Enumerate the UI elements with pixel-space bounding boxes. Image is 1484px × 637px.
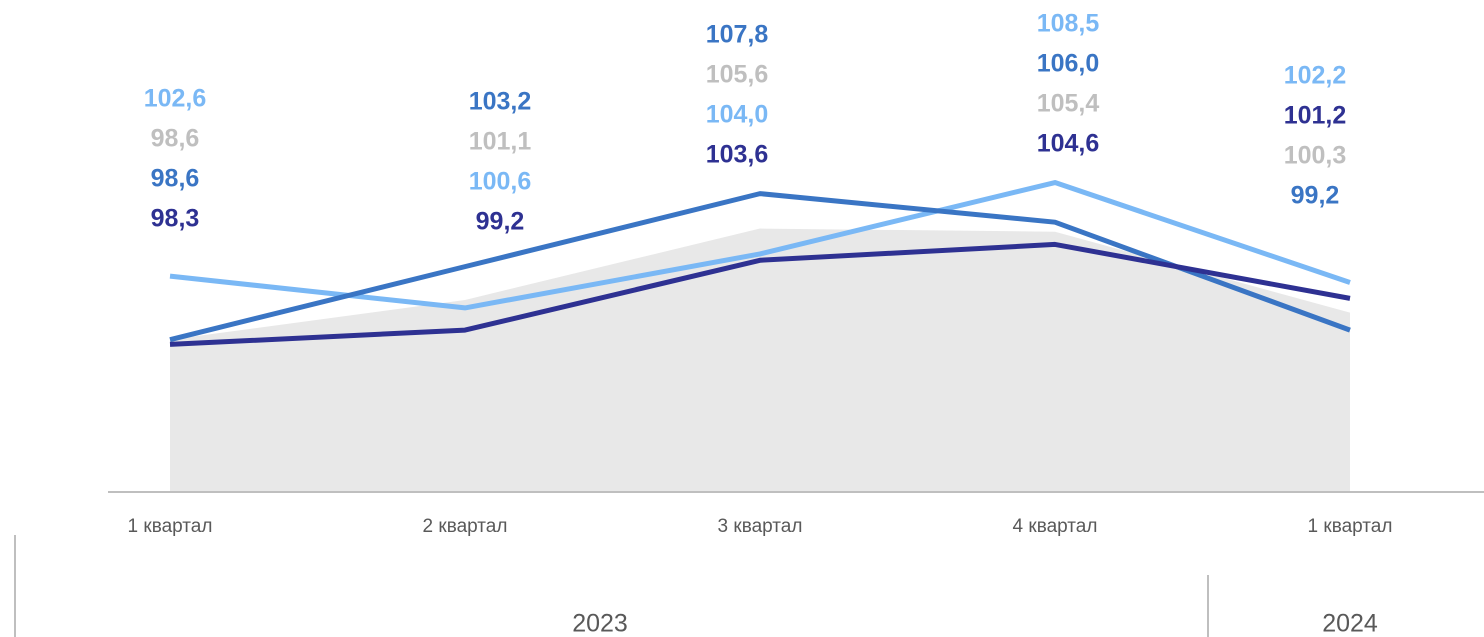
x-tick-label: 3 квартал: [718, 516, 803, 537]
x-tick-label: 1 квартал: [1308, 516, 1393, 537]
plot: [169, 180, 1351, 492]
line: [169, 241, 1351, 347]
x-tick-label: 1 квартал: [128, 516, 213, 537]
data-label: 106,0: [1037, 50, 1100, 78]
data-label: 98,6: [151, 165, 200, 193]
data-label: 99,2: [476, 208, 525, 236]
data-label: 101,2: [1284, 102, 1347, 130]
data-label: 100,6: [469, 168, 532, 196]
data-label: 105,4: [1037, 90, 1100, 118]
data-label: 101,1: [469, 128, 532, 156]
area: [170, 228, 1350, 492]
group-label: 2024: [1322, 610, 1378, 637]
data-label: 99,2: [1291, 182, 1340, 210]
data-label: 105,6: [706, 61, 769, 89]
data-label: 108,5: [1037, 10, 1100, 38]
data-label: 102,2: [1284, 62, 1347, 90]
data-label: 103,6: [706, 141, 769, 169]
data-label: 103,2: [469, 88, 532, 116]
data-label: 102,6: [144, 85, 207, 113]
group-label: 2023: [572, 610, 628, 637]
data-label: 100,3: [1284, 142, 1347, 170]
data-label: 107,8: [706, 21, 769, 49]
data-label: 104,0: [706, 101, 769, 129]
line: [169, 191, 1351, 343]
data-label: 104,6: [1037, 130, 1100, 158]
x-tick-label: 4 квартал: [1013, 516, 1098, 537]
x-tick-label: 2 квартал: [423, 516, 508, 537]
line: [169, 180, 1351, 311]
data-label: 98,3: [151, 205, 200, 233]
data-label: 98,6: [151, 125, 200, 153]
